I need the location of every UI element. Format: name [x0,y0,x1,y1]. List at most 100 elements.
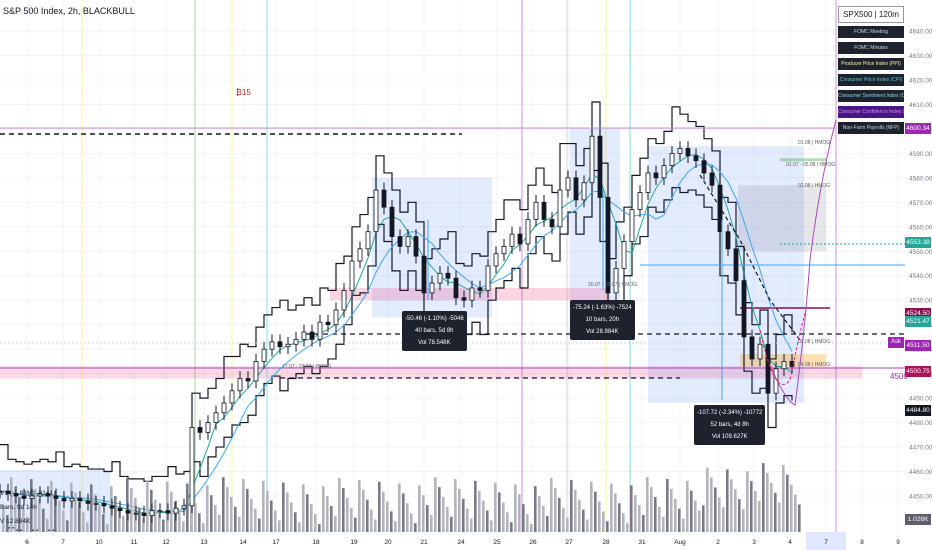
volume-bar [30,479,33,532]
volume-bar [762,463,765,532]
volume-bar [574,489,577,532]
volume-bar [538,496,541,532]
time-tick-label: 12 [162,539,170,546]
volume-bar [734,489,737,532]
volume-bar [18,497,21,532]
candle-body [669,152,675,167]
volume-bar [218,515,221,532]
candle-body [69,498,75,502]
dashed-trend [699,174,801,341]
price-tick-label: 4450.00 [909,494,932,501]
volume-bar [554,488,557,532]
volume-bar [314,514,317,532]
volume-bar [94,494,97,532]
candle-body [405,236,411,247]
candle-body [397,236,403,247]
volume-bar [286,492,289,532]
volume-bar [362,489,365,532]
volume-bar [654,497,657,532]
volume-bar [514,484,517,532]
volume-bar [154,499,157,532]
time-tick-label: 11 [131,539,138,546]
price-tick-label: 4610.00 [909,102,932,109]
volume-bar [326,496,329,532]
volume-bar [610,483,613,532]
price-tag: 4500.75 [905,366,931,378]
volume-bar [486,510,489,532]
volume-bar [690,490,693,532]
volume-bar [278,520,281,532]
time-tick-label: 14 [239,539,247,546]
volume-bar [646,477,649,532]
volume-bar [418,485,421,532]
time-axis-highlight [806,532,846,550]
volume-bar [50,480,53,532]
candle-body [765,343,771,394]
level-note: 04.08 | HMOG [798,362,831,368]
legend-item[interactable]: Producer Price Index (PPI) [838,58,904,70]
symbol-interval-label: SPX500 | 120m [838,6,904,23]
volume-bar [166,481,169,532]
legend-item[interactable]: FOMC Meeting [838,26,904,38]
measure-box-1: -50.46 (-1.10%) -5046 40 bars, 5d 8h Vol 7… [402,311,467,351]
volume-bar [202,523,205,532]
candle-body [453,277,459,299]
volume-bar [190,493,193,532]
legend-item[interactable]: Consumer Confidence Index (CCI) [838,106,904,118]
price-tag: 4521.47 [905,315,931,327]
candle-body [333,309,339,326]
volume-bar [258,518,261,532]
price-tag: 4511.50 [905,339,931,351]
candle-body [661,165,667,179]
candle-body [493,253,499,267]
candle-body [301,331,307,340]
volume-bar [782,464,785,532]
candle-body [365,231,371,250]
volume-bar [210,495,213,532]
candle-body [293,338,299,345]
volume-bar [242,479,245,532]
volume-bar [550,478,553,532]
volume-bar [274,510,277,532]
volume-bar [26,516,29,532]
volume-bar [330,506,333,532]
candle-body [53,495,59,499]
candle-body [701,160,707,174]
candle-body [677,148,683,154]
volume-bar [770,482,773,532]
volume-bar [198,513,201,532]
volume-bar [498,492,501,532]
volume-bar [470,518,473,532]
candle-body [501,245,507,255]
volume-bar [726,469,729,532]
candle-body [637,192,643,211]
candle-body [93,502,99,505]
event-marker-label[interactable]: ₿15 [236,88,251,97]
volume-bar [266,490,269,532]
volume-bar [786,474,789,532]
legend-item[interactable]: Consumer Price Index (CPI) [838,74,904,86]
volume-bar [114,496,117,532]
candle-body [485,265,491,291]
price-tick-label: 4590.00 [909,151,932,158]
candle-body [573,177,579,201]
volume-bar [562,507,565,532]
candle-body [533,201,539,220]
volume-bar [306,494,309,532]
candle-body [509,233,515,247]
candle-body [517,233,523,245]
green-zone [780,158,826,162]
volume-bar [82,512,85,532]
volume-bar [582,509,585,532]
legend-item[interactable]: Non-Farm Payrolls (NFP) [838,122,904,134]
candle-body [685,148,691,157]
time-tick-label: 31 [638,539,646,546]
volume-bar [102,514,105,532]
legend-item[interactable]: Consumer Sentiment Index (CSI) [838,90,904,102]
volume-bar [254,508,257,532]
volume-bar [558,497,561,532]
candle-body [133,512,139,515]
candle-body [469,287,475,301]
legend-item[interactable]: FOMC Minutes [838,42,904,54]
